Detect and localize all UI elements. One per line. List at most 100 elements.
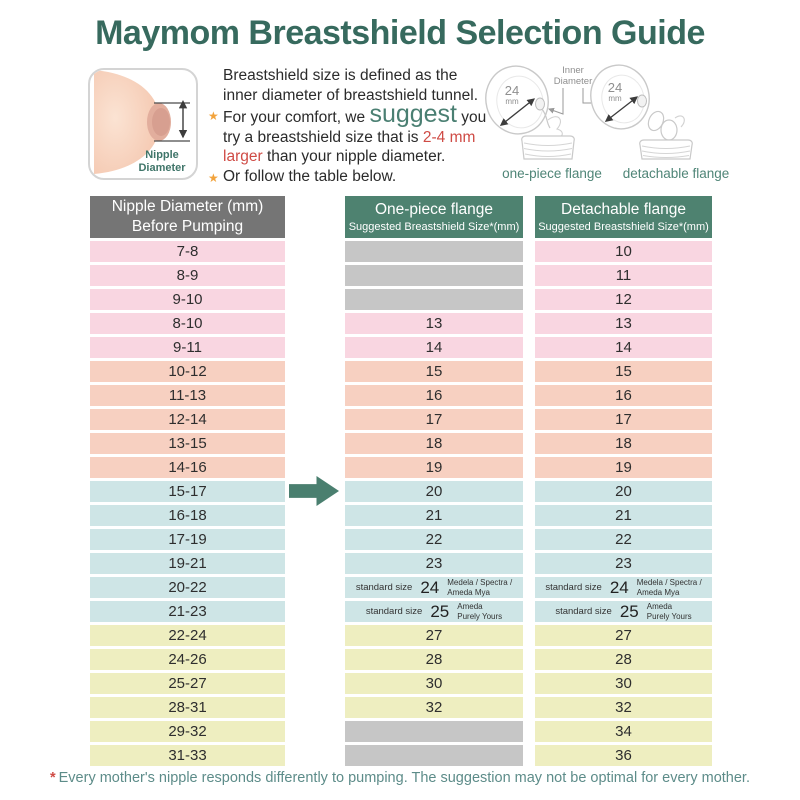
column-gap xyxy=(523,313,535,334)
one-piece-size-cell: 32 xyxy=(345,697,523,718)
one-piece-size-cell: 17 xyxy=(345,409,523,430)
intro-point-2: ★ Or follow the table below. xyxy=(208,167,490,187)
size-unit: mm xyxy=(608,94,622,103)
footnote: * Every mother's nipple responds differen… xyxy=(0,770,800,786)
one-piece-size-cell-empty xyxy=(345,265,523,286)
header-one-piece: One-piece flange Suggested Breastshield … xyxy=(345,196,523,238)
right-arrow-icon xyxy=(289,476,339,506)
one-piece-size-cell: 16 xyxy=(345,385,523,406)
arrow-gap xyxy=(285,673,345,694)
bottle xyxy=(639,139,693,160)
arrow-gap xyxy=(285,409,345,430)
column-gap xyxy=(523,577,535,598)
detachable-size-cell: 15 xyxy=(535,361,712,382)
header-line1: Detachable flange xyxy=(561,200,686,218)
arrow-gap xyxy=(285,457,345,478)
detachable-size-cell: 19 xyxy=(535,457,712,478)
detachable-size-cell: 21 xyxy=(535,505,712,526)
standard-size-label: standard size xyxy=(555,606,612,617)
point1-mid: you try a breastshield size that is xyxy=(223,109,487,146)
flange-illustrations: 24 mm Inner Diameter 24 mm xyxy=(482,62,762,186)
page-title: Maymom Breastshield Selection Guide xyxy=(95,14,705,52)
arrow-gap xyxy=(285,385,345,406)
nipple-range-cell: 11-13 xyxy=(90,385,285,406)
footnote-asterisk: * xyxy=(49,770,56,786)
arrow-gap xyxy=(285,505,345,526)
nipple-range-cell: 31-33 xyxy=(90,745,285,766)
arrow-gap xyxy=(285,721,345,742)
column-gap xyxy=(523,289,535,310)
inner-diameter-label-line1: Inner xyxy=(562,65,584,76)
arrow-gap xyxy=(285,625,345,646)
detachable-size-cell: 13 xyxy=(535,313,712,334)
nipple-range-cell: 14-16 xyxy=(90,457,285,478)
nipple-range-cell: 19-21 xyxy=(90,553,285,574)
size-value: 24 xyxy=(420,577,440,597)
one-piece-flange-illustration: 24 mm xyxy=(485,65,575,160)
one-piece-size-cell: 19 xyxy=(345,457,523,478)
one-piece-size-cell: 30 xyxy=(345,673,523,694)
detachable-size-cell: 28 xyxy=(535,649,712,670)
bottle xyxy=(521,135,575,160)
nipple-range-cell: 25-27 xyxy=(90,673,285,694)
detachable-size-cell: 27 xyxy=(535,625,712,646)
size-unit: mm xyxy=(505,97,519,106)
detachable-flange-caption: detachable flange xyxy=(622,166,730,181)
one-piece-size-cell: 13 xyxy=(345,313,523,334)
intro-definition: Breastshield size is defined as the inne… xyxy=(223,67,479,104)
detachable-size-cell: standard size 24 Medela / Spectra / Ameda M… xyxy=(535,577,712,598)
nipple-range-cell: 22-24 xyxy=(90,625,285,646)
column-gap xyxy=(523,529,535,550)
nipple xyxy=(152,108,170,136)
detachable-size-cell: standard size 25 Ameda Purely Yours xyxy=(535,601,712,622)
point1-emphasis: suggest xyxy=(369,100,457,128)
nipple-range-cell: 10-12 xyxy=(90,361,285,382)
standard-size-label: standard size xyxy=(545,582,602,593)
nipple-range-cell: 8-9 xyxy=(90,265,285,286)
nipple-range-cell: 13-15 xyxy=(90,433,285,454)
size-value: 25 xyxy=(619,601,639,621)
column-gap xyxy=(523,457,535,478)
nipple-range-cell: 21-23 xyxy=(90,601,285,622)
intro-point-1: ★ For your comfort, we suggest you try a … xyxy=(208,102,490,167)
one-piece-size-cell: 20 xyxy=(345,481,523,502)
flanges-svg: 24 mm Inner Diameter 24 mm xyxy=(485,64,693,160)
one-piece-size-cell: 18 xyxy=(345,433,523,454)
arrow-gap xyxy=(285,577,345,598)
tunnel-measure-arrow-icon xyxy=(604,96,639,122)
arrow-gap xyxy=(285,476,345,506)
one-piece-size-cell: 21 xyxy=(345,505,523,526)
point1-post: than your nipple diameter. xyxy=(262,148,446,165)
column-gap xyxy=(523,601,535,622)
column-gap xyxy=(523,385,535,406)
one-piece-size-cell: standard size 24 Medela / Spectra / Ameda M… xyxy=(345,577,523,598)
tunnel-opening xyxy=(535,97,545,111)
detachable-size-cell: 18 xyxy=(535,433,712,454)
tunnel-measure-arrow-icon xyxy=(499,98,536,127)
nipple-range-cell: 15-17 xyxy=(90,481,285,502)
nipple-label-line1: Nipple xyxy=(145,149,179,161)
header-line2: Suggested Breastshield Size*(mm) xyxy=(538,220,709,233)
point1-pre: For your comfort, we xyxy=(223,109,370,126)
nipple-diagram: Nipple Diameter xyxy=(88,68,198,180)
brand-names: Ameda Purely Yours xyxy=(457,602,503,621)
nipple-range-cell: 20-22 xyxy=(90,577,285,598)
nipple-range-cell: 8-10 xyxy=(90,313,285,334)
detachable-size-cell: 16 xyxy=(535,385,712,406)
breast-illustration: Nipple Diameter xyxy=(94,70,190,174)
arrow-gap xyxy=(285,697,345,718)
one-piece-size-cell: 14 xyxy=(345,337,523,358)
arrow-gap xyxy=(285,313,345,334)
size-value: 25 xyxy=(430,601,450,621)
detachable-size-cell: 22 xyxy=(535,529,712,550)
nipple-range-cell: 17-19 xyxy=(90,529,285,550)
column-gap xyxy=(523,481,535,502)
selection-table: Nipple Diameter (mm) Before Pumping One-… xyxy=(90,196,712,766)
nipple-range-cell: 24-26 xyxy=(90,649,285,670)
star-bullet-icon: ★ xyxy=(208,170,219,185)
column-gap xyxy=(523,697,535,718)
arrow-gap xyxy=(285,649,345,670)
arrow-gap xyxy=(285,361,345,382)
nipple-range-cell: 16-18 xyxy=(90,505,285,526)
